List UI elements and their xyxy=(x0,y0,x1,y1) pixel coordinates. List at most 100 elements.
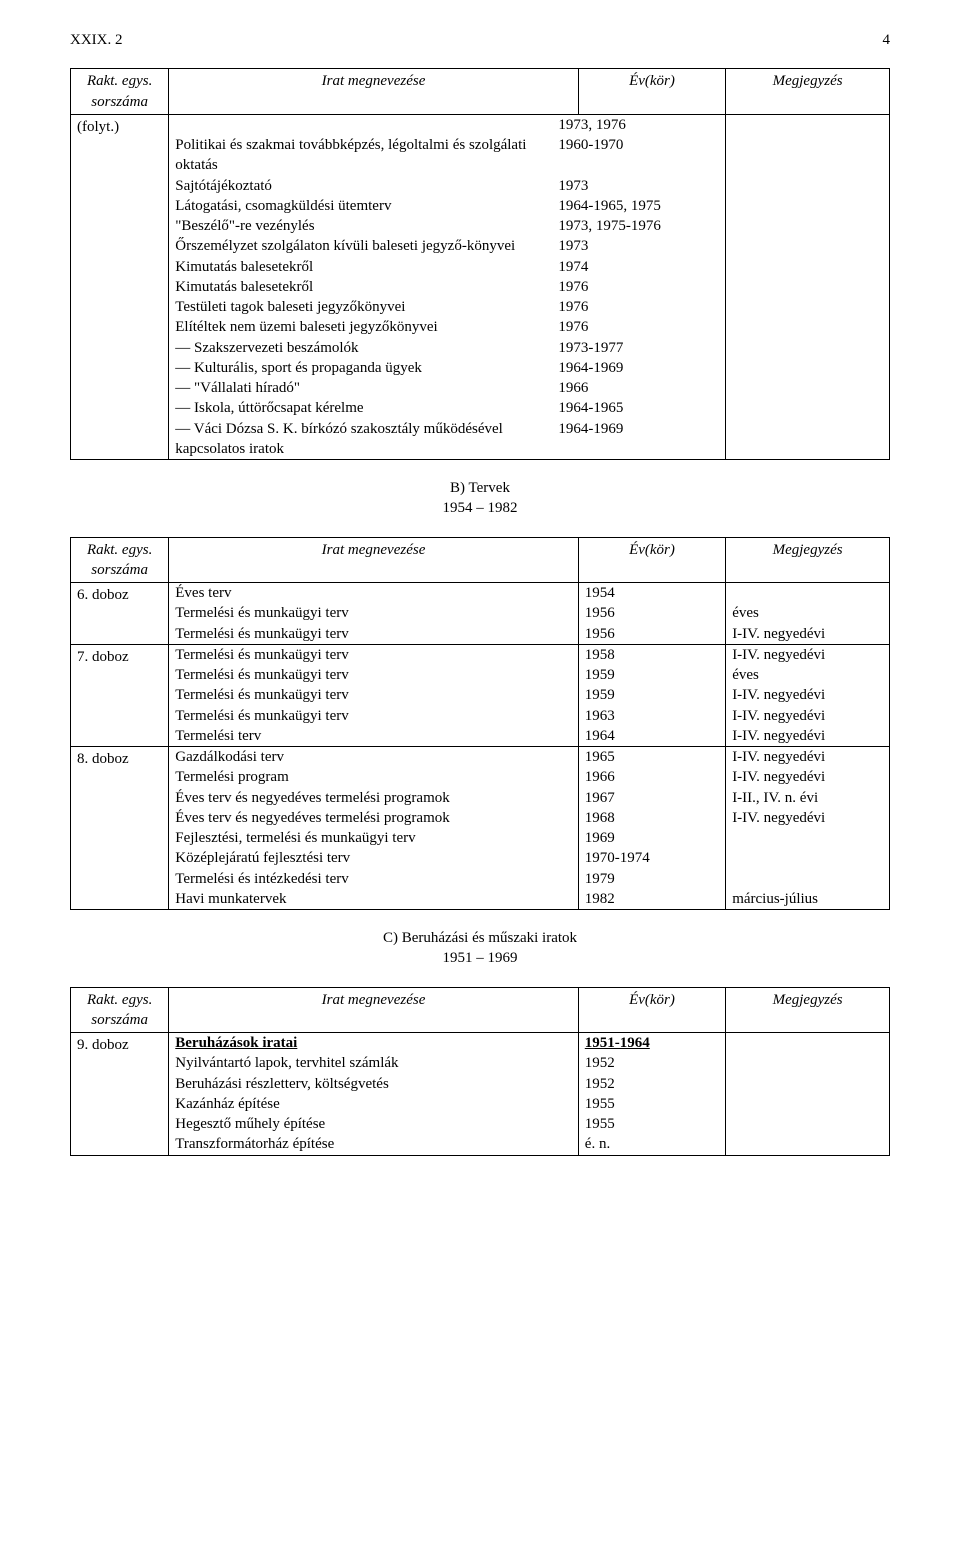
line-label: Kimutatás balesetekről xyxy=(169,277,558,297)
line-year: 1963 xyxy=(579,706,725,726)
col-megj: Megjegyzés xyxy=(726,987,890,1033)
line-year: 1968 xyxy=(579,808,725,828)
line-label: Termelési terv xyxy=(169,726,578,746)
line-year: 1960-1970 xyxy=(558,135,725,176)
line-label: Termelési és munkaügyi terv xyxy=(169,706,578,726)
line-label: Termelési és munkaügyi terv xyxy=(169,685,578,705)
header-left: XXIX. 2 xyxy=(70,30,123,50)
col-irat: Irat megnevezése xyxy=(169,537,579,583)
content-line: Látogatási, csomagküldési ütemterv1964-1… xyxy=(169,196,725,216)
content-line: 1973, 1976 xyxy=(169,115,725,135)
year-cell: 1951-19641952195219551955é. n. xyxy=(578,1033,725,1156)
table-row: 8. dobozGazdálkodási tervTermelési progr… xyxy=(71,747,890,910)
content-line: Őrszemélyzet szolgálaton kívüli baleseti… xyxy=(169,236,725,256)
line-label: Termelési és munkaügyi terv xyxy=(169,645,578,665)
col-ev: Év(kör) xyxy=(578,69,725,115)
content-cell: Beruházások irataiNyilvántartó lapok, te… xyxy=(169,1033,579,1156)
header-right: 4 xyxy=(883,30,891,50)
line-label: — Váci Dózsa S. K. bírkózó szakosztály m… xyxy=(169,419,558,460)
table-header-row: Rakt. egys. sorszáma Irat megnevezése Év… xyxy=(71,987,890,1033)
line-year: 1982 xyxy=(579,889,725,909)
line-year: 1964-1969 xyxy=(558,358,725,378)
line-note: I-IV. negyedévi xyxy=(726,706,889,726)
line-year: 1958 xyxy=(579,645,725,665)
line-year: 1967 xyxy=(579,788,725,808)
col-rakt: Rakt. egys. sorszáma xyxy=(71,537,169,583)
table-section-c: Rakt. egys. sorszáma Irat megnevezése Év… xyxy=(70,987,890,1156)
line-label xyxy=(169,115,558,135)
line-year: 1976 xyxy=(558,317,725,337)
line-year: 1956 xyxy=(579,624,725,644)
year-cell: 196519661967196819691970-197419791982 xyxy=(578,747,725,910)
line-year: 1966 xyxy=(558,378,725,398)
line: 1951-1964 xyxy=(579,1033,725,1053)
line-label: — "Vállalati híradó" xyxy=(169,378,558,398)
line-note: I-IV. negyedévi xyxy=(726,624,889,644)
line-year: 1974 xyxy=(558,257,725,277)
line-label: Termelési és munkaügyi terv xyxy=(169,624,578,644)
table-row: 9. doboz Beruházások irataiNyilvántartó … xyxy=(71,1033,890,1156)
line-year: 1959 xyxy=(579,685,725,705)
table-section-a: Rakt. egys. sorszáma Irat megnevezése Év… xyxy=(70,68,890,460)
line: Transzformátorház építése xyxy=(169,1134,578,1154)
content-line: — Szakszervezeti beszámolók1973-1977 xyxy=(169,338,725,358)
line: Nyilvántartó lapok, tervhitel számlák xyxy=(169,1053,578,1073)
line-note: I-IV. negyedévi xyxy=(726,645,889,665)
line-note: éves xyxy=(726,603,889,623)
line: 1955 xyxy=(579,1114,725,1134)
line-note: éves xyxy=(726,665,889,685)
note-cell: I-IV. negyedéviévesI-IV. negyedéviI-IV. … xyxy=(726,644,890,746)
line-year: 1964-1965 xyxy=(558,398,725,418)
line-label: Termelési és intézkedési terv xyxy=(169,869,578,889)
line-note xyxy=(726,583,889,603)
label-cell: Éves tervTermelési és munkaügyi tervTerm… xyxy=(169,583,579,645)
content-line: — Kulturális, sport és propaganda ügyek1… xyxy=(169,358,725,378)
line: Beruházások iratai xyxy=(169,1033,578,1053)
line-label: Látogatási, csomagküldési ütemterv xyxy=(169,196,558,216)
content-line: — Váci Dózsa S. K. bírkózó szakosztály m… xyxy=(169,419,725,460)
line-label: Középlejáratú fejlesztési terv xyxy=(169,848,578,868)
col-megj: Megjegyzés xyxy=(726,537,890,583)
col-irat: Irat megnevezése xyxy=(169,69,579,115)
content-line: Kimutatás balesetekről1974 xyxy=(169,257,725,277)
note-cell xyxy=(726,1033,890,1156)
content-line: Kimutatás balesetekről1976 xyxy=(169,277,725,297)
table-row: (folyt.) 1973, 1976Politikai és szakmai … xyxy=(71,114,890,459)
page-header: XXIX. 2 4 xyxy=(70,30,890,50)
line-year: 1973 xyxy=(558,236,725,256)
line-label: — Szakszervezeti beszámolók xyxy=(169,338,558,358)
year-cell: 19581959195919631964 xyxy=(578,644,725,746)
line-year: 1965 xyxy=(579,747,725,767)
line-note: I-IV. negyedévi xyxy=(726,726,889,746)
line: Kazánház építése xyxy=(169,1094,578,1114)
label-cell: Termelési és munkaügyi tervTermelési és … xyxy=(169,644,579,746)
line-year: 1959 xyxy=(579,665,725,685)
line-year: 1966 xyxy=(579,767,725,787)
note-cell xyxy=(726,114,890,459)
line-label: Éves terv és negyedéves termelési progra… xyxy=(169,808,578,828)
col-rakt: Rakt. egys. sorszáma xyxy=(71,987,169,1033)
line-year: 1964-1965, 1975 xyxy=(558,196,725,216)
lead-cell: 7. doboz xyxy=(71,644,169,746)
line-year: 1973-1977 xyxy=(558,338,725,358)
content-line: Elítéltek nem üzemi baleseti jegyzőkönyv… xyxy=(169,317,725,337)
line-label: Éves terv és negyedéves termelési progra… xyxy=(169,788,578,808)
line-year: 1970-1974 xyxy=(579,848,725,868)
line-note: I-II., IV. n. évi xyxy=(726,788,889,808)
line-note: I-IV. negyedévi xyxy=(726,808,889,828)
line-note: I-IV. negyedévi xyxy=(726,767,889,787)
table-header-row: Rakt. egys. sorszáma Irat megnevezése Év… xyxy=(71,537,890,583)
line-year: 1964-1969 xyxy=(558,419,725,460)
line-note xyxy=(726,828,889,848)
lead-cell: (folyt.) xyxy=(71,114,169,459)
line-year: 1973, 1975-1976 xyxy=(558,216,725,236)
col-rakt: Rakt. egys. sorszáma xyxy=(71,69,169,115)
lead-cell: 6. doboz xyxy=(71,583,169,645)
label-cell: Gazdálkodási tervTermelési programÉves t… xyxy=(169,747,579,910)
line: Hegesztő műhely építése xyxy=(169,1114,578,1134)
line-label: — Iskola, úttörőcsapat kérelme xyxy=(169,398,558,418)
line: é. n. xyxy=(579,1134,725,1154)
line-label: Gazdálkodási terv xyxy=(169,747,578,767)
line-label: Elítéltek nem üzemi baleseti jegyzőkönyv… xyxy=(169,317,558,337)
line-note: I-IV. negyedévi xyxy=(726,685,889,705)
